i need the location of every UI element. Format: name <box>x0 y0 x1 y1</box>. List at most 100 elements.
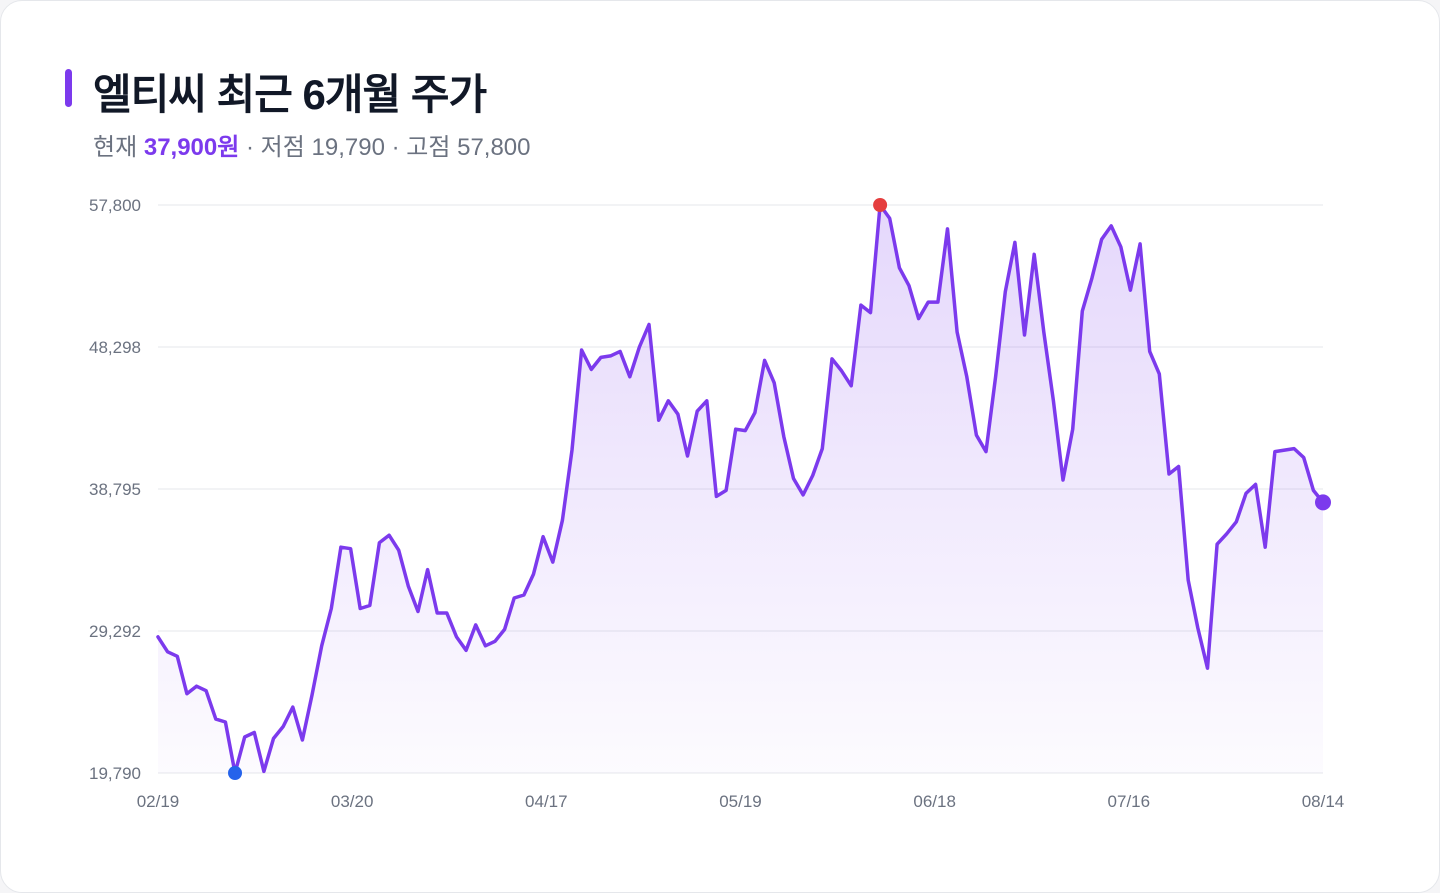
high-label: 고점 <box>406 134 451 161</box>
data-point <box>599 356 602 359</box>
data-point <box>1283 448 1286 451</box>
data-point <box>984 450 987 453</box>
data-point <box>657 419 660 422</box>
separator: · <box>239 134 261 161</box>
data-point <box>455 635 458 638</box>
data-point <box>310 694 313 697</box>
data-point <box>763 359 766 362</box>
data-point <box>1264 546 1267 549</box>
data-point <box>253 731 256 734</box>
data-point <box>888 217 891 220</box>
data-point <box>513 596 516 599</box>
separator: · <box>384 134 407 161</box>
x-axis-labels: 02/19 03/20 04/17 05/19 06/18 07/16 08/14 <box>137 792 1345 811</box>
x-tick-label: 06/18 <box>913 792 956 811</box>
data-point <box>214 717 217 720</box>
data-point <box>205 689 208 692</box>
data-point <box>936 301 939 304</box>
data-point <box>1273 450 1276 453</box>
data-point <box>484 644 487 647</box>
high-point-marker <box>873 198 888 212</box>
data-point <box>522 593 525 596</box>
data-point <box>753 411 756 414</box>
data-point <box>696 410 699 413</box>
y-tick-label: 29,292 <box>89 622 141 641</box>
data-point <box>994 375 997 378</box>
y-tick-label: 57,800 <box>89 196 141 215</box>
data-point <box>1293 447 1296 450</box>
data-point <box>1052 399 1055 402</box>
data-point <box>445 611 448 614</box>
data-point <box>628 375 631 378</box>
data-point <box>320 644 323 647</box>
data-point <box>368 604 371 607</box>
data-point <box>1061 478 1064 481</box>
data-point <box>176 655 179 658</box>
data-point <box>907 284 910 287</box>
data-point <box>156 635 159 638</box>
data-point <box>609 354 612 357</box>
data-point <box>638 345 641 348</box>
data-point <box>975 434 978 437</box>
data-point <box>956 330 959 333</box>
data-point <box>436 611 439 614</box>
y-tick-label: 19,790 <box>89 764 141 783</box>
data-point <box>493 640 496 643</box>
data-point <box>359 607 362 610</box>
data-point <box>811 474 814 477</box>
data-point <box>821 447 824 450</box>
high-price: 57,800 <box>457 134 531 161</box>
data-point <box>262 770 265 773</box>
data-point <box>464 649 467 652</box>
data-point <box>580 348 583 351</box>
price-summary: 현재 37,900원 · 저점 19,790 · 고점 57,800 <box>93 127 531 162</box>
data-point <box>301 738 304 741</box>
data-point <box>619 350 622 353</box>
data-point <box>416 610 419 613</box>
x-tick-label: 05/19 <box>719 792 762 811</box>
data-point <box>965 375 968 378</box>
data-point <box>570 448 573 451</box>
data-point <box>243 735 246 738</box>
data-point <box>686 454 689 457</box>
data-point <box>551 561 554 564</box>
data-point <box>1312 489 1315 492</box>
data-point <box>744 429 747 432</box>
data-point <box>185 692 188 695</box>
x-tick-label: 04/17 <box>525 792 568 811</box>
data-point <box>1206 667 1209 670</box>
data-point <box>1004 290 1007 293</box>
data-point <box>705 399 708 402</box>
y-axis-labels: 19,790 29,292 38,795 48,298 57,800 <box>89 196 141 783</box>
data-point <box>397 549 400 552</box>
current-point-marker <box>1315 494 1331 511</box>
data-point <box>1081 309 1084 312</box>
data-point <box>349 547 352 550</box>
data-point <box>898 266 901 269</box>
data-point <box>1225 532 1228 535</box>
data-point <box>1119 245 1122 248</box>
low-price: 19,790 <box>311 134 385 161</box>
data-point <box>1177 465 1180 468</box>
data-point <box>532 573 535 576</box>
data-point <box>590 368 593 371</box>
data-point <box>840 369 843 372</box>
data-point <box>330 607 333 610</box>
x-tick-label: 03/20 <box>331 792 374 811</box>
data-point <box>378 541 381 544</box>
data-point <box>474 623 477 626</box>
title-accent-bar <box>65 69 72 107</box>
data-point <box>782 435 785 438</box>
markers <box>228 198 1331 780</box>
data-point <box>946 227 949 230</box>
data-point <box>339 546 342 549</box>
data-point <box>1254 483 1257 486</box>
data-point <box>195 685 198 688</box>
data-point <box>282 725 285 728</box>
data-point <box>503 628 506 631</box>
data-point <box>1138 242 1141 245</box>
data-point <box>850 384 853 387</box>
data-point <box>724 489 727 492</box>
data-point <box>387 534 390 537</box>
